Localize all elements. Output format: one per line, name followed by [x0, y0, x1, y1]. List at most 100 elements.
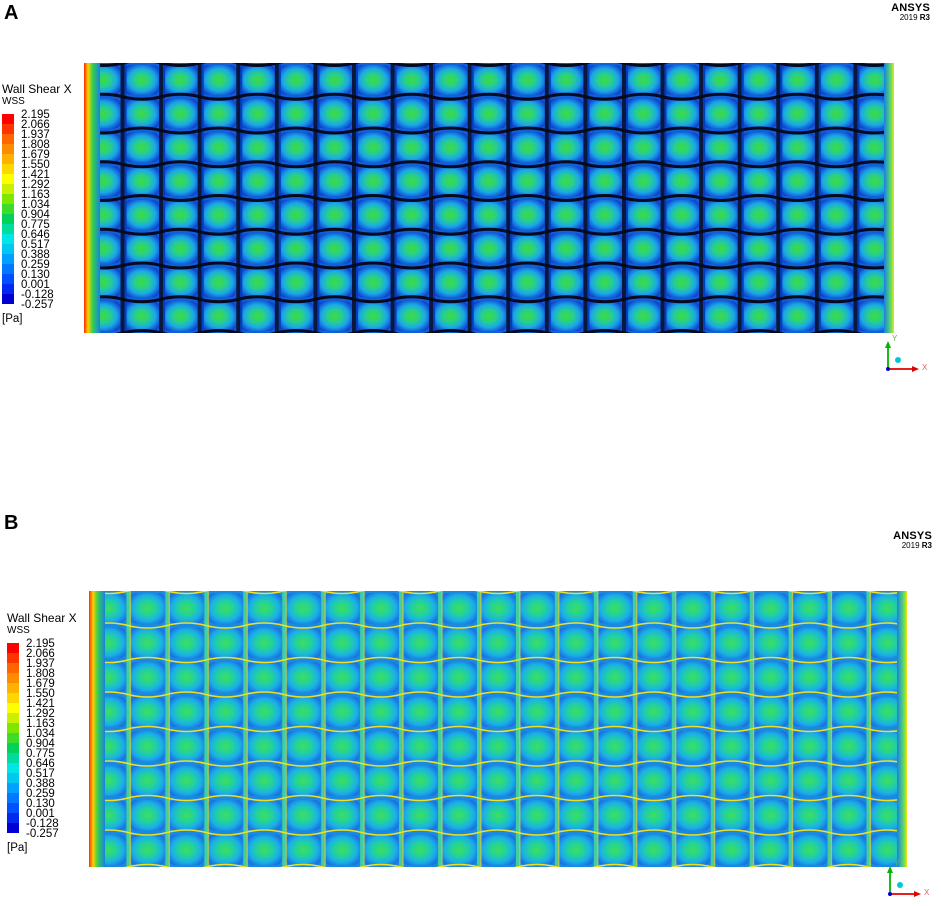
contour-cell [675, 696, 711, 727]
contour-cell [207, 834, 243, 865]
legend-tick-label: 1.550 [26, 688, 55, 700]
legend-color-segment [7, 703, 19, 714]
legend-color-segment [7, 653, 19, 664]
contour-cell [324, 765, 360, 796]
contour-cell [792, 593, 828, 624]
contour-cell [394, 200, 430, 230]
contour-cell [433, 98, 468, 129]
contour-cell [519, 662, 555, 693]
contour-cell [471, 65, 507, 95]
contour-cell [597, 696, 633, 727]
horizontal-strand [89, 591, 907, 595]
legend-title: Wall Shear X [7, 611, 77, 625]
contour-cell [780, 200, 815, 230]
contour-cell [240, 65, 275, 95]
contour-cell [753, 800, 789, 831]
contour-cell [675, 593, 711, 624]
legend-color-segment [2, 124, 14, 135]
contour-cell [163, 301, 198, 331]
contour-cell [741, 301, 777, 331]
contour-cell [741, 132, 777, 163]
legend-color-segment [2, 224, 14, 235]
contour-cell [163, 200, 198, 230]
legend-colorbar [2, 114, 14, 304]
contour-cell [818, 301, 854, 331]
legend-tick-label: -0.128 [21, 289, 54, 301]
contour-cell [480, 765, 516, 796]
contour-cell [870, 731, 905, 762]
contour-cell [278, 200, 314, 230]
contour-cell [519, 627, 555, 658]
contour-cell [201, 98, 237, 129]
wall-shear-contour-plot [89, 591, 907, 867]
contour-cell [636, 662, 672, 693]
contour-cell [129, 834, 165, 865]
contour-cell [597, 834, 633, 865]
contour-cell [792, 627, 828, 658]
legend-color-segment [7, 803, 19, 814]
contour-cell [394, 166, 430, 196]
contour-cell [870, 800, 905, 831]
contour-cell [780, 301, 815, 331]
contour-cell [480, 800, 516, 831]
contour-cell [587, 233, 622, 264]
contour-cell [168, 627, 204, 658]
wall-shear-contour-plot [84, 63, 894, 333]
contour-cell [356, 233, 391, 264]
contour-cell [857, 65, 892, 95]
contour-cell [857, 233, 892, 264]
contour-cell [870, 627, 905, 658]
legend-tick-label: 1.808 [26, 668, 55, 680]
contour-cell [664, 98, 700, 129]
contour-cell [285, 800, 321, 831]
contour-cell [587, 65, 622, 95]
contour-cell [441, 593, 477, 624]
contour-cell [246, 834, 282, 865]
horizontal-strand [84, 126, 894, 135]
contour-cell [780, 65, 815, 95]
horizontal-strand [84, 160, 894, 169]
legend-tick-label: 1.808 [21, 139, 50, 151]
legend-tick-label: 1.679 [21, 149, 50, 161]
contour-cell [356, 166, 391, 196]
contour-cell [714, 800, 750, 831]
contour-cell [548, 267, 584, 298]
contour-cell [636, 696, 672, 727]
contour-cell [317, 98, 352, 129]
contour-cell [714, 593, 750, 624]
axis-triad: X Y [883, 334, 933, 381]
contour-cell [356, 132, 391, 163]
contour-cell [626, 132, 661, 163]
horizontal-strand [84, 329, 894, 333]
contour-cell [703, 267, 738, 298]
contour-cell [558, 627, 594, 658]
legend-tick-label: 1.421 [26, 698, 55, 710]
legend-color-segment [7, 693, 19, 704]
contour-cell [433, 233, 468, 264]
legend-color-segment [2, 204, 14, 215]
contour-cell [356, 98, 391, 129]
contour-cell [626, 65, 661, 95]
legend-color-segment [7, 733, 19, 744]
contour-cell [317, 65, 352, 95]
contour-cell [124, 166, 160, 196]
legend-color-segment [2, 274, 14, 285]
z-axis-dot [888, 892, 892, 896]
horizontal-strand [84, 194, 894, 202]
contour-cell [831, 593, 867, 624]
legend-tick-label: 1.034 [21, 199, 50, 211]
x-axis-label: X [922, 363, 928, 372]
contour-cell [780, 98, 815, 129]
contour-cell [626, 98, 661, 129]
legend-color-segment [7, 753, 19, 764]
legend-unit: [Pa] [7, 842, 28, 854]
contour-cell [548, 200, 584, 230]
contour-cell [163, 65, 198, 95]
contour-cell [207, 696, 243, 727]
panel-b: B ANSYS 2019 R3 Wall Shear X WSS 2.195 2.… [0, 510, 941, 904]
legend-tick-label: -0.257 [21, 299, 54, 311]
contour-cell [363, 834, 399, 865]
contour-cell [857, 200, 892, 230]
inlet-edge [89, 591, 105, 867]
contour-cell [510, 65, 545, 95]
